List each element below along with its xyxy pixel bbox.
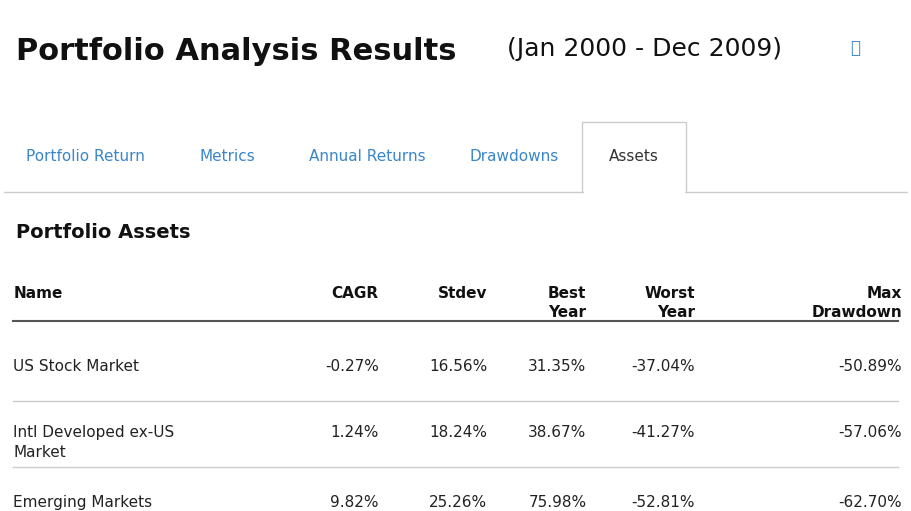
Text: -0.27%: -0.27% [325, 359, 379, 374]
Text: Stdev: Stdev [437, 286, 487, 301]
Text: Best
Year: Best Year [548, 286, 587, 320]
Text: -41.27%: -41.27% [631, 425, 695, 440]
Text: Max
Drawdown: Max Drawdown [812, 286, 902, 320]
Text: ⧉: ⧉ [850, 39, 860, 57]
Text: -37.04%: -37.04% [631, 359, 695, 374]
Text: 18.24%: 18.24% [429, 425, 487, 440]
Text: -52.81%: -52.81% [631, 495, 695, 510]
Text: Annual Returns: Annual Returns [309, 149, 425, 165]
Text: (Jan 2000 - Dec 2009): (Jan 2000 - Dec 2009) [499, 37, 782, 61]
Text: Assets: Assets [609, 149, 659, 165]
Text: Worst
Year: Worst Year [644, 286, 695, 320]
Text: 38.67%: 38.67% [528, 425, 587, 440]
Text: Portfolio Return: Portfolio Return [26, 149, 145, 165]
Text: 1.24%: 1.24% [331, 425, 379, 440]
Text: 16.56%: 16.56% [429, 359, 487, 374]
Text: 25.26%: 25.26% [429, 495, 487, 510]
Bar [582, 122, 686, 192]
Text: 75.98%: 75.98% [528, 495, 587, 510]
Text: Drawdowns: Drawdowns [469, 149, 558, 165]
Text: CAGR: CAGR [332, 286, 379, 301]
Text: US Stock Market: US Stock Market [13, 359, 139, 374]
Text: Metrics: Metrics [200, 149, 255, 165]
Text: Name: Name [13, 286, 63, 301]
Text: -62.70%: -62.70% [839, 495, 902, 510]
Text: -57.06%: -57.06% [839, 425, 902, 440]
Text: Portfolio Analysis Results: Portfolio Analysis Results [15, 37, 456, 66]
Text: 31.35%: 31.35% [528, 359, 587, 374]
Text: Portfolio Assets: Portfolio Assets [15, 223, 190, 242]
Text: 9.82%: 9.82% [331, 495, 379, 510]
Text: Intl Developed ex-US
Market: Intl Developed ex-US Market [13, 425, 174, 459]
Text: Emerging Markets: Emerging Markets [13, 495, 152, 510]
Text: -50.89%: -50.89% [839, 359, 902, 374]
